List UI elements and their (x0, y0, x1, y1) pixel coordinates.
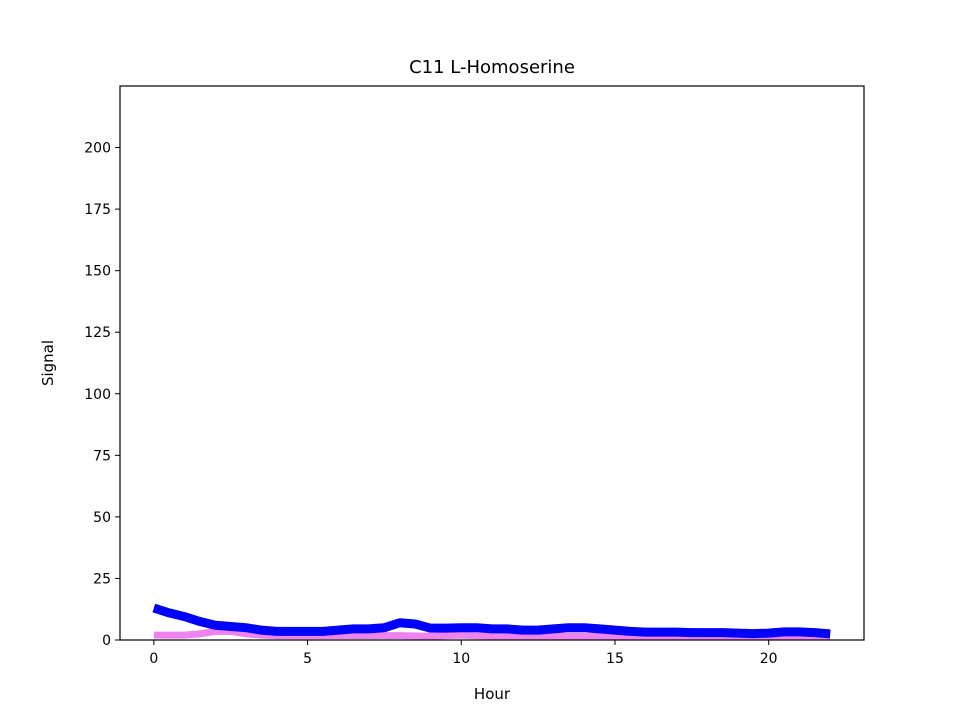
series-line-2 (152, 603, 831, 639)
y-tick-label: 150 (84, 264, 111, 280)
y-axis-label: Signal (39, 340, 57, 386)
y-tick-label: 50 (93, 510, 111, 526)
y-tick-label: 100 (84, 387, 111, 403)
x-axis-label: Hour (474, 685, 511, 703)
y-tick-label: 0 (102, 633, 111, 649)
series-layer (152, 603, 831, 640)
x-tick-label: 0 (149, 651, 158, 667)
x-axis-ticks: 0 5 10 15 20 (149, 640, 778, 667)
x-tick-label: 10 (452, 651, 470, 667)
y-tick-label: 125 (84, 325, 111, 341)
chart-title: C11 L-Homoserine (409, 57, 575, 78)
x-tick-label: 20 (760, 651, 778, 667)
x-tick-label: 5 (303, 651, 312, 667)
plot-frame (119, 85, 865, 641)
y-tick-label: 25 (93, 571, 111, 587)
y-tick-label: 175 (84, 202, 111, 218)
y-axis-ticks: 0 25 50 75 100 125 150 175 200 (84, 141, 120, 649)
x-tick-label: 15 (606, 651, 624, 667)
y-tick-label: 75 (93, 448, 111, 464)
y-tick-label: 200 (84, 141, 111, 157)
